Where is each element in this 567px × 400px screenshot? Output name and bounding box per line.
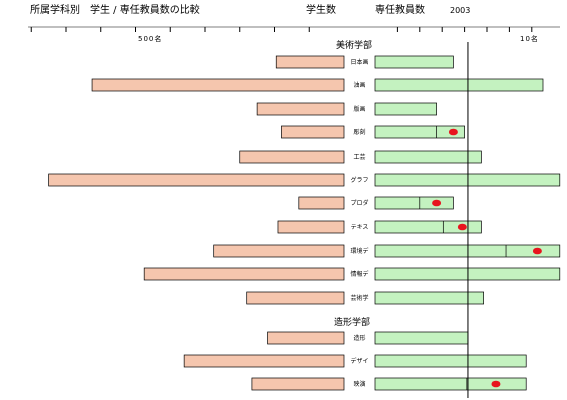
bars-layer	[48, 55, 561, 391]
category-label: 彫刻	[353, 128, 365, 136]
category-label: 環境デ	[350, 247, 368, 255]
faculty-bar	[374, 102, 437, 116]
category-label: プロダ	[350, 199, 368, 207]
category-label: デザイ	[350, 357, 368, 365]
faculty-marker	[448, 128, 458, 136]
category-label: テキス	[351, 224, 369, 231]
faculty-bar	[374, 150, 482, 164]
student-bar	[256, 102, 345, 116]
category-label: 映演	[353, 380, 365, 388]
faculty-marker	[432, 199, 442, 207]
faculty-bar	[374, 125, 465, 139]
legend-students: 学生数	[306, 5, 336, 16]
axis-layer	[28, 26, 560, 32]
faculty-bar	[374, 267, 561, 281]
category-label: 情報デ	[350, 270, 368, 278]
faculty-marker	[457, 223, 467, 231]
faculty-bar	[374, 220, 482, 234]
faculty-bar	[374, 196, 454, 210]
student-bar	[239, 150, 345, 164]
student-bar	[183, 354, 345, 368]
legend-year: 2003	[450, 6, 471, 15]
faculty-scale-label: 10名	[520, 35, 539, 43]
faculty-bar	[374, 354, 527, 368]
student-bar	[298, 196, 345, 210]
faculty-marker	[532, 247, 542, 255]
student-bar	[143, 267, 345, 281]
student-bar	[267, 331, 345, 345]
category-label: 日本画	[350, 58, 368, 66]
faculty-bar	[374, 291, 484, 305]
legend-faculty: 専任教員数	[375, 5, 425, 16]
faculty-bar	[374, 244, 561, 258]
chart-title: 所属学科別 学生 / 専任教員数の比較	[30, 5, 200, 16]
category-label: 造形	[353, 334, 365, 342]
student-bar	[277, 220, 345, 234]
category-label: 油画	[353, 81, 365, 89]
student-bar	[48, 173, 345, 187]
faculty-marker	[491, 380, 501, 388]
faculty-bar	[374, 331, 469, 345]
faculty-bar	[374, 173, 561, 187]
student-bar	[246, 291, 345, 305]
faculty-bar	[374, 377, 527, 391]
category-label: 版画	[353, 105, 365, 113]
section-label-bijutsu: 美術学部	[336, 41, 373, 51]
student-bar	[281, 125, 345, 139]
section-label-zoukei: 造形学部	[334, 318, 371, 328]
faculty-bar	[374, 55, 454, 69]
category-label: 工芸	[353, 153, 365, 161]
student-bar	[251, 377, 345, 391]
category-label: 芸術学	[350, 294, 368, 302]
category-label: グラフ	[350, 176, 368, 184]
student-bar	[275, 55, 345, 69]
student-bar	[91, 78, 345, 92]
faculty-bar	[374, 78, 544, 92]
students-scale-label: 500名	[138, 35, 163, 43]
student-bar	[213, 244, 345, 258]
